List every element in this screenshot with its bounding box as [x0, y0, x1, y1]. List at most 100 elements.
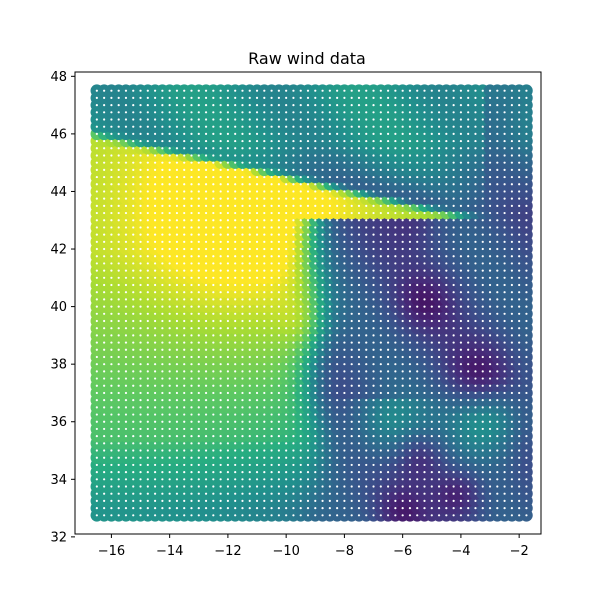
data-point-center — [445, 363, 448, 366]
data-point-center — [306, 499, 310, 502]
data-point-center — [437, 420, 441, 423]
data-point-center — [263, 485, 266, 488]
data-point-center — [365, 435, 368, 438]
data-point-center — [386, 406, 390, 409]
data-point-center — [255, 413, 259, 416]
data-point-center — [525, 463, 528, 467]
data-point-center — [197, 420, 200, 423]
data-point-center — [110, 420, 113, 423]
data-point-center — [270, 377, 273, 380]
data-point-center — [386, 471, 390, 474]
data-point-center — [467, 384, 470, 387]
data-point-center — [132, 355, 135, 359]
data-point-center — [277, 413, 280, 416]
data-point-center — [467, 463, 470, 467]
data-point-center — [153, 506, 157, 510]
data-point-center — [103, 449, 106, 452]
data-point-center — [161, 384, 164, 387]
data-point-center — [270, 420, 273, 423]
data-point-center — [212, 506, 215, 510]
data-point-center — [488, 370, 492, 373]
data-point-center — [343, 377, 346, 380]
data-point-center — [197, 377, 200, 380]
data-point-center — [175, 413, 179, 416]
data-point-center — [525, 435, 528, 438]
data-point-center — [161, 370, 164, 373]
data-point-center — [117, 456, 120, 459]
data-point-center — [437, 384, 441, 387]
data-point-center — [408, 442, 412, 445]
data-point-center — [285, 413, 288, 416]
data-point-center — [372, 384, 375, 387]
data-point-center — [270, 492, 273, 495]
data-point-center — [496, 499, 499, 502]
data-point-center — [255, 478, 259, 481]
data-point-center — [219, 506, 222, 510]
data-point-center — [488, 406, 492, 409]
data-point-center — [467, 427, 470, 431]
data-point-center — [321, 363, 324, 366]
data-point-center — [430, 499, 433, 502]
data-point-center — [445, 435, 448, 438]
data-point-center — [190, 471, 193, 474]
data-point-center — [386, 456, 390, 459]
data-point-center — [445, 442, 448, 445]
data-point-center — [452, 384, 455, 387]
data-point-center — [496, 492, 499, 495]
data-point-center — [183, 406, 186, 409]
data-point-center — [212, 442, 215, 445]
data-point-center — [183, 355, 186, 359]
data-point-center — [183, 449, 186, 452]
data-point-center — [161, 492, 164, 495]
data-point-center — [496, 485, 499, 488]
data-point-center — [204, 485, 208, 488]
data-point-center — [299, 413, 302, 416]
data-point-center — [510, 384, 513, 387]
data-point-center — [503, 471, 506, 474]
data-point-center — [343, 406, 346, 409]
data-point-center — [401, 355, 404, 359]
data-point-center — [518, 478, 521, 481]
data-point-center — [437, 427, 441, 431]
data-point-center — [452, 363, 455, 366]
data-point-center — [314, 485, 317, 488]
data-point-center — [408, 492, 412, 495]
data-point-center — [161, 420, 164, 423]
data-point-center — [219, 363, 222, 366]
data-point-center — [394, 427, 397, 431]
data-point-center — [285, 377, 288, 380]
data-point-center — [518, 506, 521, 510]
data-point-center — [292, 435, 295, 438]
data-point-center — [408, 391, 412, 395]
data-point-center — [117, 406, 120, 409]
data-point-center — [103, 499, 106, 502]
data-point-center — [321, 499, 324, 502]
data-point-center — [175, 485, 179, 488]
data-point-center — [481, 370, 484, 373]
data-point-center — [481, 463, 484, 467]
data-point-center — [219, 413, 222, 416]
data-point-center — [379, 499, 382, 502]
data-point-center — [386, 384, 390, 387]
data-point-center — [285, 370, 288, 373]
data-point-center — [314, 492, 317, 495]
data-point-center — [204, 499, 208, 502]
data-point-center — [292, 355, 295, 359]
data-point-center — [285, 514, 288, 517]
data-point-center — [95, 442, 98, 445]
data-point-center — [197, 391, 200, 395]
data-point-center — [474, 449, 477, 452]
data-point-center — [314, 506, 317, 510]
data-point-center — [452, 514, 455, 517]
data-point-center — [204, 514, 208, 517]
data-point-center — [423, 499, 426, 502]
data-point-center — [459, 449, 463, 452]
data-point-center — [416, 363, 419, 366]
data-point-center — [204, 427, 208, 431]
data-point-center — [234, 427, 237, 431]
data-point-center — [263, 514, 266, 517]
data-point-center — [408, 463, 412, 467]
data-point-center — [168, 449, 171, 452]
data-point-center — [212, 456, 215, 459]
data-point-center — [226, 370, 230, 373]
